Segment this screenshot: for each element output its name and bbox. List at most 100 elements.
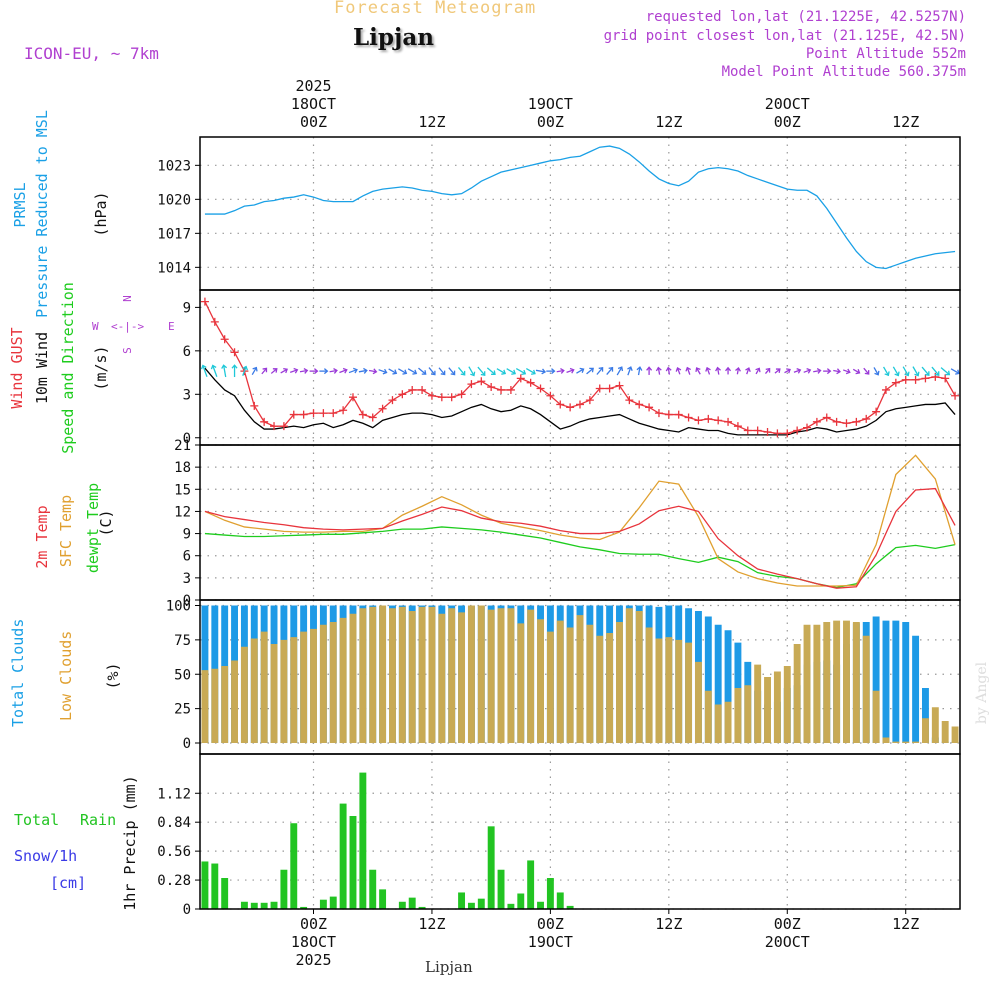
wind-direction-arrow — [231, 364, 238, 378]
arrow-head — [272, 368, 278, 373]
rain-bar — [240, 901, 248, 909]
low-cloud-bar — [487, 609, 495, 743]
arrow-shaft — [676, 367, 681, 375]
arrow-head — [200, 364, 207, 370]
gust-marker — [881, 385, 890, 394]
y-tick-label: 0.84 — [157, 815, 191, 831]
gust-marker — [891, 378, 900, 387]
wind-direction-arrow — [646, 366, 653, 375]
arrow-shaft — [842, 369, 851, 373]
arrow-head — [480, 371, 486, 376]
y-tick-label: 0.28 — [157, 873, 191, 889]
gust-marker — [842, 419, 851, 428]
low-cloud-bar — [537, 619, 544, 743]
wind-direction-arrow — [823, 368, 832, 375]
gust-marker — [684, 413, 693, 422]
low-cloud-bar — [606, 633, 614, 743]
arrow-head — [775, 368, 781, 374]
wind-direction-arrow — [627, 366, 633, 376]
gust-marker — [506, 385, 515, 394]
low-cloud-bar — [694, 661, 702, 743]
arrow-head — [283, 367, 288, 374]
arrow-head — [627, 366, 633, 371]
arrow-shaft — [289, 369, 298, 374]
arrow-shaft — [242, 366, 247, 376]
gust-marker — [260, 417, 269, 426]
arrow-head — [874, 370, 880, 376]
arrow-head — [589, 367, 594, 373]
top-time-label: 00Z — [537, 113, 564, 131]
arrow-shaft — [667, 367, 671, 375]
low-cloud-bar — [714, 704, 722, 743]
axis-layer: 1014101710201023036903691215182102550751… — [157, 77, 919, 969]
arrow-shaft — [506, 368, 516, 375]
low-cloud-bar — [527, 609, 535, 743]
arrow-head — [421, 370, 427, 375]
low-cloud-bar — [477, 605, 485, 743]
wind-direction-arrow — [685, 366, 692, 375]
meteogram-title: Forecast Meteogram — [334, 0, 537, 18]
rain-bar — [487, 826, 495, 909]
rain-bar — [290, 823, 298, 909]
low-cloud-bar — [744, 685, 752, 743]
low-cloud-bar — [823, 622, 831, 743]
precip-snow-unit-label: [cm] — [50, 874, 87, 892]
gust-marker — [733, 422, 742, 431]
arrow-head — [363, 367, 368, 374]
rain-bar — [398, 901, 406, 909]
wind-direction-arrow — [921, 366, 930, 376]
arrow-shaft — [931, 366, 940, 376]
arrow-head — [904, 371, 910, 377]
arrow-shaft — [535, 369, 546, 373]
wind-direction-arrow — [358, 367, 368, 374]
total-cloud-bar — [882, 620, 890, 743]
arrow-head — [855, 369, 861, 375]
wind-direction-arrow — [912, 366, 920, 377]
wind-direction-arrow — [496, 368, 507, 375]
gust-marker — [911, 375, 920, 384]
wind-direction-arrow — [546, 368, 556, 375]
gust-marker — [408, 385, 417, 394]
arrow-shaft — [627, 366, 632, 376]
low-cloud-bar — [931, 707, 939, 743]
gust-marker — [467, 380, 476, 389]
arrow-head — [924, 371, 930, 376]
wind-direction-arrow — [873, 367, 880, 376]
gust-marker — [477, 377, 486, 386]
wind-direction-arrow — [535, 368, 547, 375]
wind-direction-arrow — [803, 367, 812, 374]
wind-direction-arrow — [842, 368, 851, 375]
y-tick-label: 1023 — [157, 158, 191, 174]
rain-bar — [359, 772, 367, 909]
arrow-shaft — [852, 368, 860, 374]
y-tick-label: 6 — [183, 344, 191, 360]
low-cloud-bar — [922, 718, 929, 743]
gust-marker — [566, 403, 575, 412]
low-cloud-bar — [645, 627, 653, 743]
gust-marker — [822, 413, 831, 422]
arrow-head — [551, 368, 556, 375]
y-tick-label: 1.12 — [157, 786, 191, 802]
gust-marker — [487, 383, 496, 392]
bottom-time-label: 12Z — [418, 915, 445, 933]
low-cloud-bar — [586, 624, 594, 743]
low-cloud-bar — [724, 701, 732, 743]
point-altitude: Point Altitude 552m — [805, 46, 966, 62]
arrow-head — [541, 368, 547, 375]
wind-direction-arrow — [675, 366, 682, 375]
rain-bar — [221, 878, 229, 909]
arrow-head — [665, 366, 672, 372]
gust-marker — [516, 374, 525, 383]
arrow-head — [646, 366, 653, 371]
arrow-shaft — [448, 367, 456, 375]
gust-marker — [615, 381, 624, 390]
low-cloud-bar — [882, 737, 890, 743]
arrow-shaft — [515, 367, 526, 375]
wind-direction-arrow — [438, 367, 446, 376]
total-cloud-bar — [902, 622, 910, 743]
arrow-head — [806, 367, 812, 374]
gust-marker — [497, 385, 506, 394]
wind-direction-arrow — [596, 366, 604, 375]
gust-marker — [743, 426, 752, 435]
gust-marker — [526, 378, 535, 387]
